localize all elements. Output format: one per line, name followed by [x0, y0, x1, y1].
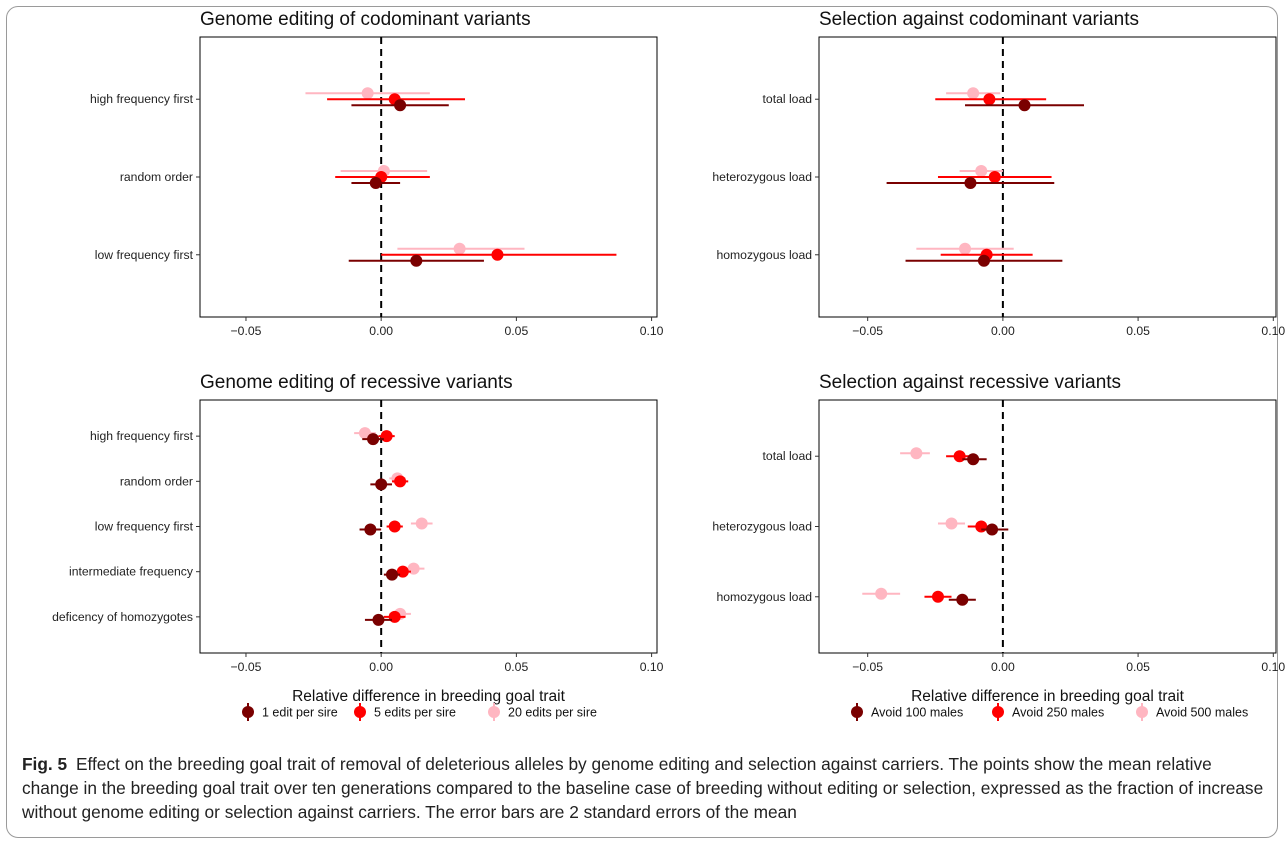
figure-caption: Fig. 5 Effect on the breeding goal trait…	[22, 752, 1267, 824]
caption-label: Fig. 5	[22, 754, 68, 774]
data-point	[967, 453, 980, 466]
y-tick-label: intermediate frequency	[69, 565, 194, 579]
legend-label: 20 edits per sire	[508, 706, 597, 720]
data-point	[956, 593, 969, 606]
legend-label: 1 edit per sire	[262, 706, 338, 720]
data-point	[875, 587, 888, 600]
y-tick-label: homozygous load	[716, 248, 812, 262]
panel-title: Genome editing of recessive variants	[200, 372, 513, 393]
data-point	[361, 87, 374, 100]
data-point	[364, 523, 377, 536]
x-tick-label: −0.05	[852, 660, 883, 674]
data-point	[380, 430, 393, 443]
data-point	[375, 478, 388, 491]
data-point	[931, 590, 944, 603]
data-point	[945, 517, 958, 530]
data-point	[491, 248, 504, 261]
data-point	[385, 568, 398, 581]
x-tick-label: 0.10	[640, 324, 664, 338]
data-point	[394, 99, 407, 112]
y-tick-label: heterozygous load	[712, 170, 812, 184]
legend-key-point	[354, 706, 366, 718]
x-tick-label: 0.00	[369, 324, 393, 338]
x-tick-label: −0.05	[231, 324, 262, 338]
legend-key-point	[992, 706, 1004, 718]
x-tick-label: 0.00	[369, 660, 393, 674]
panel-2: Selection against codominant variants tot…	[712, 9, 1285, 338]
legend-key-point	[1136, 706, 1148, 718]
data-point	[975, 520, 988, 533]
x-tick-label: 0.05	[505, 324, 529, 338]
figure-frame	[6, 6, 1278, 838]
data-point	[977, 254, 990, 267]
x-tick-label: 0.10	[640, 660, 664, 674]
legend-label: Avoid 500 males	[1156, 706, 1248, 720]
data-point	[388, 610, 401, 623]
panel-1: Genome editing of codominant variants hig…	[90, 9, 664, 338]
data-point	[964, 177, 977, 189]
data-point	[396, 565, 409, 578]
x-axis-label: Relative difference in breeding goal tra…	[292, 688, 566, 705]
legend-1: 1 edit per sire 5 edits per sire 20 edits …	[242, 703, 597, 721]
x-tick-label: 0.05	[1126, 660, 1150, 674]
data-point	[953, 450, 966, 463]
panel-3: Genome editing of recessive variants high…	[52, 372, 664, 705]
y-tick-label: heterozygous load	[712, 520, 812, 534]
panel-title: Selection against recessive variants	[819, 372, 1121, 393]
data-point	[1018, 99, 1031, 112]
data-point	[453, 242, 466, 255]
data-point	[910, 447, 923, 460]
x-tick-label: 0.00	[991, 324, 1015, 338]
data-point	[369, 177, 382, 189]
data-point	[975, 165, 988, 177]
x-tick-label: 0.00	[991, 660, 1015, 674]
x-axis-label: Relative difference in breeding goal tra…	[911, 688, 1185, 705]
legend-label: Avoid 100 males	[871, 706, 963, 720]
data-point	[367, 433, 380, 446]
data-point	[394, 475, 407, 488]
legend-label: Avoid 250 males	[1012, 706, 1104, 720]
data-point	[986, 523, 999, 536]
y-tick-label: low frequency first	[95, 520, 194, 534]
y-tick-label: total load	[763, 92, 812, 106]
y-tick-label: random order	[120, 474, 193, 488]
x-tick-label: 0.05	[505, 660, 529, 674]
data-point	[983, 93, 996, 106]
legend-key-point	[242, 706, 254, 718]
y-tick-label: low frequency first	[95, 248, 194, 262]
x-tick-label: 0.05	[1126, 324, 1150, 338]
y-tick-label: total load	[763, 449, 812, 463]
data-point	[415, 517, 428, 530]
y-tick-label: high frequency first	[90, 92, 194, 106]
data-point	[988, 171, 1001, 183]
caption-text: Effect on the breeding goal trait of rem…	[22, 754, 1264, 822]
data-point	[410, 254, 423, 267]
data-point	[388, 520, 401, 533]
y-tick-label: deficency of homozygotes	[52, 610, 193, 624]
panel-title: Genome editing of codominant variants	[200, 9, 531, 30]
y-tick-label: high frequency first	[90, 429, 194, 443]
data-point	[407, 562, 420, 575]
legend-2: Avoid 100 males Avoid 250 males Avoid 500 …	[851, 703, 1248, 721]
plot-border	[818, 399, 1277, 654]
legend-label: 5 edits per sire	[374, 706, 456, 720]
y-tick-label: random order	[120, 170, 193, 184]
legend-key-point	[488, 706, 500, 718]
data-point	[959, 242, 972, 255]
y-tick-label: homozygous load	[716, 590, 812, 604]
x-tick-label: −0.05	[231, 660, 262, 674]
x-tick-label: 0.10	[1261, 324, 1285, 338]
panel-title: Selection against codominant variants	[819, 9, 1139, 30]
legend-key-point	[851, 706, 863, 718]
data-point	[372, 613, 385, 626]
plot-border	[199, 399, 658, 654]
data-point	[967, 87, 980, 100]
x-tick-label: 0.10	[1261, 660, 1285, 674]
x-tick-label: −0.05	[852, 324, 883, 338]
panel-4: Selection against recessive variants tota…	[712, 372, 1285, 705]
